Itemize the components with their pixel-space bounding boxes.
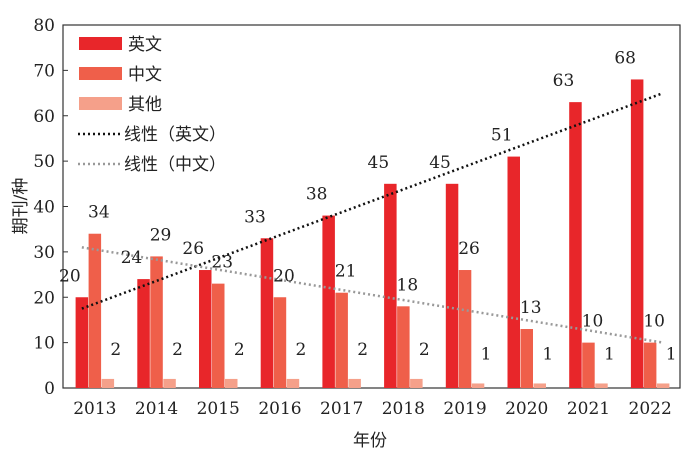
bar-1-2016 [273, 297, 287, 388]
bar-2-2020 [533, 383, 546, 388]
data-label: 45 [368, 153, 390, 173]
legend-label: 线性（英文） [124, 125, 226, 145]
bar-2-2019 [471, 383, 485, 388]
trendlines [81, 91, 664, 344]
y-tick-label: 10 [33, 334, 55, 354]
bar-1-2013 [88, 233, 102, 388]
x-tick-label: 2020 [505, 399, 548, 419]
data-label: 29 [150, 225, 172, 245]
bar-0-2020 [507, 156, 520, 388]
legend-swatch [79, 37, 122, 50]
legend-label: 其他 [128, 95, 162, 115]
data-label: 2 [296, 340, 307, 360]
legend-swatch [79, 67, 122, 80]
bar-1-2017 [335, 292, 348, 388]
bar-2-2018 [410, 378, 423, 388]
data-label: 20 [59, 266, 81, 286]
data-label: 2 [172, 340, 183, 360]
y-tick-label: 80 [33, 16, 55, 36]
bar-1-2018 [397, 306, 410, 388]
bars [75, 79, 670, 388]
data-label: 2 [357, 340, 368, 360]
data-label: 51 [491, 126, 513, 146]
bar-1-2021 [582, 342, 595, 388]
trendline-1 [81, 246, 664, 344]
bar-2-2014 [163, 378, 176, 388]
data-label: 23 [211, 253, 233, 273]
data-label: 63 [553, 71, 575, 91]
bar-0-2014 [137, 279, 150, 388]
bar-0-2022 [630, 79, 644, 388]
x-tick-label: 2021 [567, 399, 610, 419]
bar-1-2020 [520, 329, 533, 388]
data-label: 38 [306, 185, 328, 205]
bar-2-2022 [656, 383, 670, 388]
data-label: 26 [458, 239, 480, 259]
data-label: 2 [110, 340, 121, 360]
data-label: 2 [234, 340, 245, 360]
x-tick-label: 2015 [197, 399, 240, 419]
bar-0-2016 [260, 238, 274, 388]
legend-swatch [79, 97, 122, 110]
bar-1-2015 [212, 283, 225, 388]
bar-2-2015 [225, 378, 238, 388]
y-tick-label: 60 [33, 107, 55, 127]
data-label: 1 [481, 344, 492, 364]
x-tick-label: 2018 [382, 399, 425, 419]
bar-2-2016 [286, 378, 300, 388]
legend-label: 英文 [128, 35, 162, 55]
data-label: 68 [614, 48, 636, 68]
x-tick-label: 2016 [258, 399, 301, 419]
bar-0-2021 [569, 102, 582, 388]
data-label: 13 [520, 298, 542, 318]
y-tick-label: 20 [33, 288, 55, 308]
x-tick-label: 2013 [73, 399, 116, 419]
bar-0-2017 [322, 215, 335, 388]
bar-2-2013 [101, 378, 115, 388]
bar-0-2019 [445, 183, 459, 388]
bar-2-2017 [348, 378, 361, 388]
y-tick-label: 50 [33, 152, 55, 172]
data-label: 1 [604, 344, 615, 364]
data-label: 1 [666, 344, 677, 364]
bar-1-2022 [643, 342, 657, 388]
x-tick-label: 2017 [320, 399, 363, 419]
data-label: 2 [419, 340, 430, 360]
data-label: 10 [643, 312, 665, 332]
x-tick-label: 2022 [629, 399, 672, 419]
data-label: 34 [88, 203, 110, 223]
trendline-0 [81, 91, 664, 310]
bar-2-2021 [595, 383, 608, 388]
bar-1-2014 [150, 256, 163, 388]
bar-0-2015 [199, 270, 212, 388]
y-tick-label: 40 [33, 198, 55, 218]
data-label: 45 [429, 153, 451, 173]
x-tick-label: 2019 [443, 399, 486, 419]
x-axis: 2013 2014 2015 2016 2017 2018 2019 2020 2021 2022 [73, 399, 672, 419]
y-tick-label: 70 [33, 61, 55, 81]
x-tick-label: 2014 [135, 399, 178, 419]
data-label: 33 [244, 207, 266, 227]
legend-label: 中文 [128, 65, 162, 85]
bar-0-2013 [75, 297, 89, 388]
data-label: 1 [542, 344, 553, 364]
data-label: 26 [182, 239, 204, 259]
data-label: 24 [121, 248, 143, 268]
data-label: 20 [273, 266, 295, 286]
y-tick-label: 0 [44, 379, 55, 399]
bar-1-2019 [458, 270, 472, 388]
data-label: 10 [582, 312, 604, 332]
y-axis: 0 10 20 30 40 50 60 70 80 [33, 16, 68, 399]
data-label: 21 [335, 262, 357, 282]
y-axis-title: 期刊/种 [11, 178, 31, 235]
legend-label: 线性（中文） [124, 155, 226, 175]
x-axis-title: 年份 [353, 431, 387, 451]
data-label: 18 [397, 275, 419, 295]
bar-0-2018 [384, 183, 397, 388]
y-tick-label: 30 [33, 243, 55, 263]
